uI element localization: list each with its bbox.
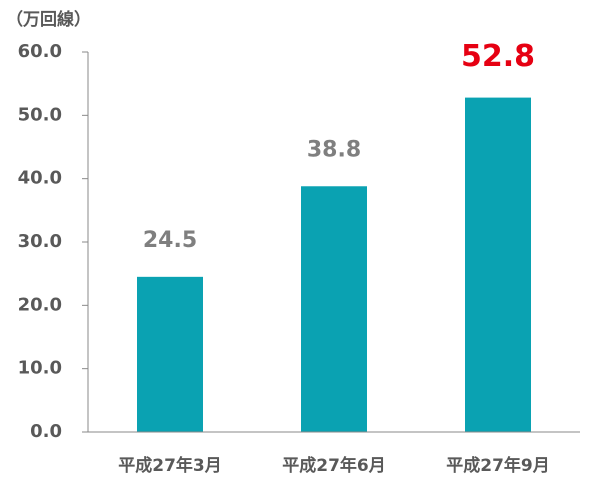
y-tick-label: 30.0 bbox=[18, 231, 62, 252]
x-tick-label: 平成27年9月 bbox=[446, 455, 550, 476]
x-tick-label: 平成27年3月 bbox=[118, 455, 222, 476]
y-tick-label: 40.0 bbox=[18, 168, 62, 189]
value-label: 52.8 bbox=[461, 39, 535, 74]
bar bbox=[301, 186, 367, 432]
y-tick-label: 60.0 bbox=[18, 41, 62, 62]
y-axis-label: （万回線） bbox=[6, 9, 91, 30]
y-tick-label: 50.0 bbox=[18, 104, 62, 125]
value-label: 24.5 bbox=[143, 228, 197, 253]
y-tick-label: 0.0 bbox=[30, 421, 62, 442]
y-tick-label: 10.0 bbox=[18, 358, 62, 379]
bar bbox=[137, 276, 203, 432]
bar bbox=[465, 97, 531, 432]
x-tick-label: 平成27年6月 bbox=[282, 455, 386, 476]
value-label: 38.8 bbox=[307, 137, 361, 162]
y-tick-label: 20.0 bbox=[18, 294, 62, 315]
